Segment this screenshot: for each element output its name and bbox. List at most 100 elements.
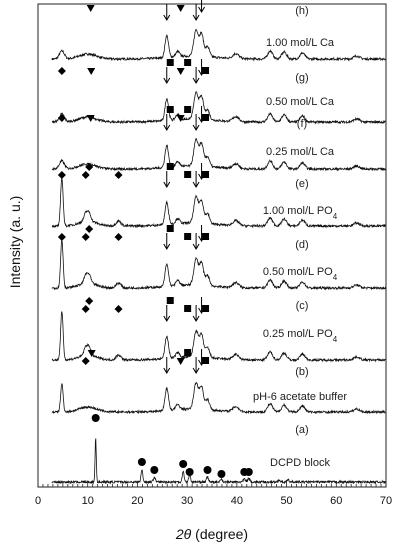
sample-name-label: 1.00 mol/L PO4	[263, 205, 338, 221]
diamond-marker	[81, 233, 90, 241]
arrow-marker	[192, 305, 200, 322]
circle-marker	[244, 468, 253, 476]
diamond-marker	[81, 171, 90, 179]
diamond-marker	[114, 171, 123, 179]
square-marker	[166, 297, 174, 304]
diamond-marker	[57, 233, 66, 241]
x-tick-label: 70	[380, 495, 392, 507]
x-tick-label: 50	[280, 495, 292, 507]
sample-code-label: (g)	[295, 72, 308, 84]
circle-marker	[185, 468, 194, 476]
arrow-marker	[192, 4, 200, 21]
square-marker	[202, 67, 210, 74]
sample-code-label: (a)	[295, 424, 308, 436]
sample-code-label: (c)	[296, 300, 309, 312]
square-marker	[202, 233, 210, 240]
arrow-marker	[163, 114, 171, 131]
arrow-marker	[198, 0, 205, 13]
plot-frame	[37, 3, 387, 488]
sample-code-label: (f)	[297, 118, 307, 130]
sample-code-label: (d)	[295, 239, 308, 251]
circle-marker	[91, 414, 100, 422]
sample-name-label: 0.25 mol/L PO4	[263, 328, 338, 344]
arrow-marker	[192, 233, 200, 250]
x-tick-label: 30	[181, 495, 193, 507]
square-marker	[202, 357, 210, 364]
circle-marker	[150, 466, 159, 474]
x-tick-label: 0	[35, 495, 41, 507]
x-axis-symbol: 2θ	[175, 526, 192, 542]
sample-name-label: 0.50 mol/L PO4	[263, 266, 338, 282]
trace-line	[51, 239, 387, 291]
square-marker	[202, 114, 210, 121]
sample-name-label: 0.50 mol/L Ca	[266, 96, 335, 108]
diamond-marker	[57, 171, 66, 179]
circle-marker	[137, 458, 146, 466]
diamond-marker	[114, 305, 123, 313]
arrow-marker	[163, 357, 171, 374]
square-marker	[184, 349, 192, 356]
square-marker	[166, 163, 174, 170]
trace-line	[51, 28, 387, 62]
triangle-marker	[176, 358, 185, 365]
x-axis-title: 2θ (degree)	[175, 526, 248, 542]
square-marker	[184, 233, 192, 240]
sample-name-label: pH-6 acetate buffer	[253, 391, 347, 403]
arrow-marker	[163, 305, 171, 322]
triangle-marker	[87, 68, 96, 75]
triangle-marker	[176, 115, 185, 122]
square-marker	[166, 106, 174, 113]
triangle-marker	[86, 115, 95, 122]
trace-line	[51, 91, 387, 125]
sample-name-label: DCPD block	[270, 457, 330, 469]
diamond-marker	[81, 305, 90, 313]
arrow-marker	[192, 357, 200, 374]
triangle-marker	[86, 5, 95, 12]
circle-marker	[203, 466, 212, 474]
square-marker	[184, 171, 192, 178]
diamond-marker	[114, 233, 123, 241]
markers-layer	[57, 0, 253, 478]
diamond-marker	[85, 163, 94, 171]
arrow-marker	[163, 171, 171, 188]
triangle-marker	[176, 68, 185, 75]
sample-labels-layer: (h) 1.00 mol/L Ca (g) 0.50 mol/L Ca (f) 0.25 …	[253, 5, 347, 469]
square-marker	[184, 59, 192, 66]
x-tick-label: 20	[131, 495, 143, 507]
trace-line	[51, 311, 387, 363]
arrow-marker	[192, 67, 200, 84]
circle-marker	[179, 460, 188, 468]
sample-code-label: (h)	[295, 5, 308, 17]
square-marker	[166, 59, 174, 66]
diamond-marker	[81, 357, 90, 365]
square-marker	[202, 171, 210, 178]
sample-name-label: 1.00 mol/L Ca	[266, 37, 335, 49]
square-marker	[184, 305, 192, 312]
triangle-marker	[176, 5, 185, 12]
triangle-marker	[87, 350, 96, 357]
sample-code-label: (e)	[295, 178, 308, 190]
diamond-marker	[57, 114, 66, 122]
trace-line	[51, 438, 387, 485]
arrow-marker	[163, 4, 171, 21]
arrow-marker	[163, 233, 171, 250]
square-marker	[184, 106, 192, 113]
x-tick-label: 10	[82, 495, 94, 507]
traces-layer	[51, 28, 387, 485]
x-axis: 0 10 20 30 40 50 60 70	[35, 481, 392, 507]
square-marker	[166, 225, 174, 232]
sample-name-label: 0.25 mol/L Ca	[266, 146, 335, 158]
diamond-marker	[85, 225, 94, 233]
x-tick-label: 60	[330, 495, 342, 507]
arrow-marker	[192, 171, 200, 188]
arrow-marker	[163, 67, 171, 84]
circle-marker	[217, 470, 226, 478]
diamond-marker	[85, 297, 94, 305]
trace-line	[51, 177, 387, 229]
arrow-marker	[192, 114, 200, 131]
trace-line	[51, 381, 387, 415]
diamond-marker	[57, 67, 66, 75]
square-marker	[202, 305, 210, 312]
sample-code-label: (b)	[295, 366, 308, 378]
